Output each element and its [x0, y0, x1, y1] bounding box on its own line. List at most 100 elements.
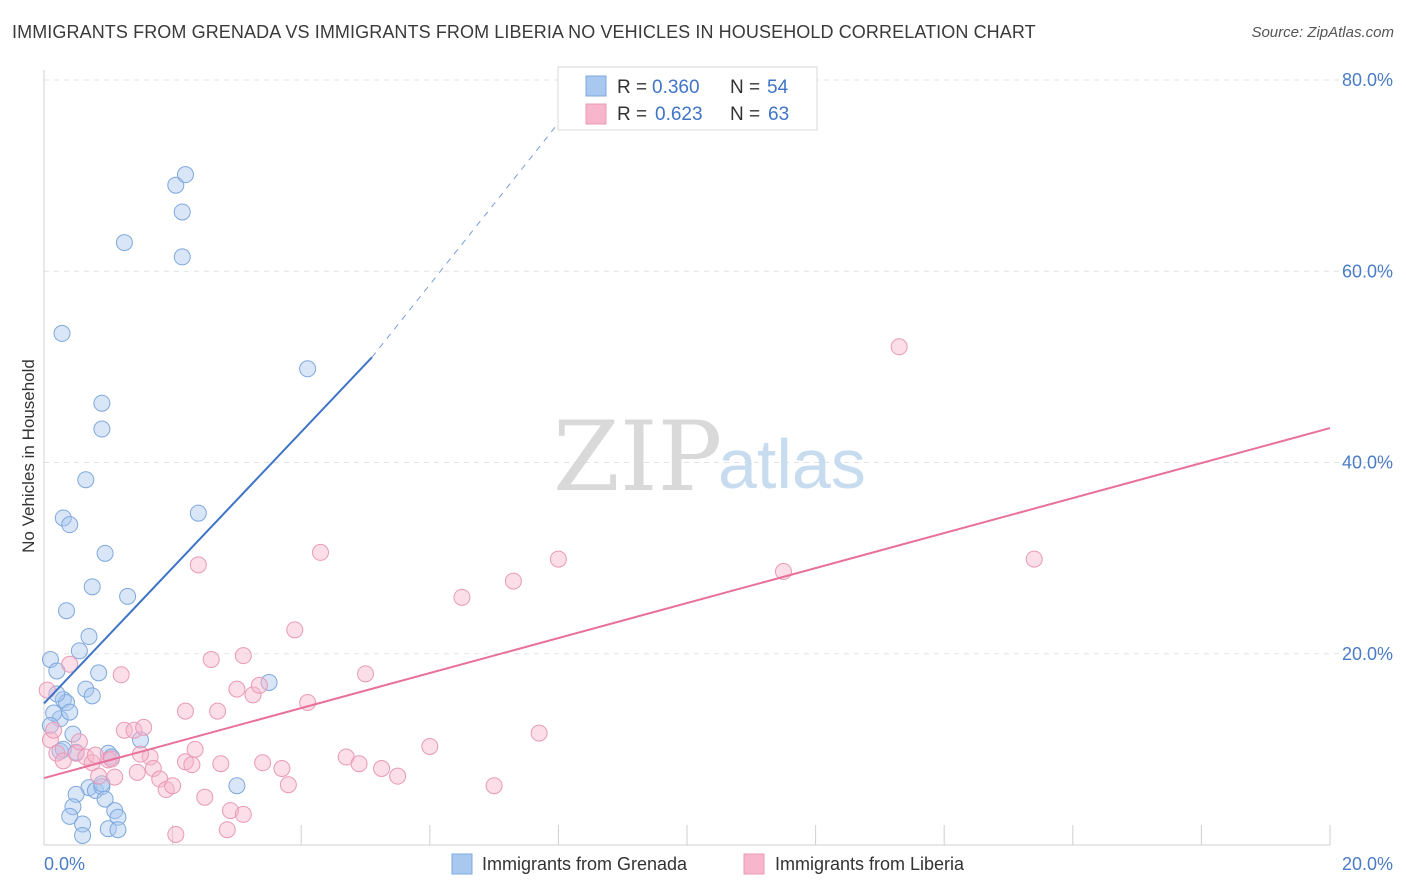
- point-grenada: [109, 821, 127, 839]
- point-liberia: [453, 588, 471, 606]
- legend-n-value-liberia: 63: [768, 104, 789, 125]
- axes: [43, 70, 1330, 846]
- source-label: Source: ZipAtlas.com: [1251, 24, 1394, 41]
- point-liberia: [530, 724, 548, 742]
- point-liberia: [421, 738, 439, 756]
- point-grenada: [260, 673, 278, 691]
- legend-swatch-liberia: [585, 103, 607, 125]
- point-liberia: [115, 721, 133, 739]
- trend-line-grenada-extension: [371, 122, 559, 358]
- point-liberia: [196, 788, 214, 806]
- trend-line-liberia: [43, 427, 1331, 780]
- point-grenada: [64, 798, 82, 816]
- point-liberia: [504, 572, 522, 590]
- point-grenada: [96, 544, 114, 562]
- watermark-zip: ZIP: [553, 401, 722, 513]
- point-liberia: [202, 650, 220, 668]
- point-grenada: [53, 324, 71, 342]
- y-tick-label: 40.0%: [1342, 453, 1393, 473]
- bottom-legend-label-grenada: Immigrants from Grenada: [482, 854, 688, 874]
- point-grenada: [167, 176, 185, 194]
- point-liberia: [112, 666, 130, 684]
- grid-lines: [44, 79, 1392, 845]
- watermark: ZIP atlas: [553, 401, 866, 513]
- point-grenada: [109, 808, 127, 826]
- point-grenada: [176, 166, 194, 184]
- point-grenada: [74, 826, 92, 844]
- point-liberia: [167, 825, 185, 843]
- point-grenada: [58, 694, 76, 712]
- point-grenada: [61, 703, 79, 721]
- point-liberia: [164, 777, 182, 795]
- x-tick-label: 0.0%: [44, 854, 85, 874]
- x-tick-labels: 0.0% 20.0%: [44, 854, 1393, 874]
- point-liberia: [212, 755, 230, 773]
- point-grenada: [189, 504, 207, 522]
- point-grenada: [70, 642, 88, 660]
- data-points: [38, 166, 1043, 844]
- point-liberia: [254, 754, 272, 772]
- point-liberia: [485, 777, 503, 795]
- point-liberia: [250, 676, 268, 694]
- point-liberia: [890, 338, 908, 356]
- point-liberia: [209, 702, 227, 720]
- point-grenada: [299, 360, 317, 378]
- point-liberia: [357, 665, 374, 683]
- stats-legend: R = 0.360 N = 54 R = 0.623 N = 63: [557, 66, 818, 131]
- point-liberia: [228, 680, 246, 698]
- point-liberia: [234, 805, 252, 823]
- trend-line-grenada: [43, 356, 373, 705]
- point-grenada: [115, 234, 133, 252]
- point-grenada: [48, 685, 66, 703]
- point-liberia: [135, 718, 153, 736]
- point-grenada: [93, 394, 111, 412]
- point-liberia: [221, 802, 239, 820]
- point-grenada: [83, 687, 101, 705]
- point-liberia: [86, 746, 104, 764]
- point-liberia: [549, 550, 567, 568]
- bottom-legend-label-liberia: Immigrants from Liberia: [775, 854, 965, 874]
- point-grenada: [93, 420, 111, 438]
- point-grenada: [41, 716, 59, 734]
- point-liberia: [1025, 550, 1043, 568]
- point-liberia: [61, 655, 79, 673]
- point-liberia: [373, 760, 391, 777]
- y-tick-label: 60.0%: [1342, 261, 1393, 281]
- point-grenada: [228, 777, 246, 795]
- bottom-legend-swatch-grenada: [451, 853, 473, 875]
- legend-swatch-grenada: [585, 75, 607, 97]
- point-liberia: [70, 733, 88, 751]
- legend-n-value-grenada: 54: [767, 77, 789, 98]
- point-liberia: [144, 760, 162, 777]
- point-grenada: [80, 628, 98, 646]
- y-tick-label: 20.0%: [1342, 644, 1393, 664]
- point-liberia: [38, 681, 56, 699]
- x-tick-label: 20.0%: [1342, 854, 1393, 874]
- point-liberia: [54, 752, 72, 770]
- y-tick-labels: 20.0% 40.0% 60.0% 80.0%: [1342, 70, 1393, 664]
- bottom-legend-swatch-liberia: [743, 853, 765, 875]
- point-liberia: [350, 755, 368, 773]
- point-liberia: [234, 647, 252, 665]
- point-grenada: [77, 680, 95, 698]
- point-liberia: [128, 763, 146, 781]
- legend-r-value-grenada: 0.360: [652, 77, 700, 98]
- legend-n-label: N =: [730, 77, 760, 98]
- point-liberia: [183, 756, 201, 774]
- point-liberia: [106, 768, 124, 786]
- point-grenada: [58, 602, 76, 620]
- bottom-legend: Immigrants from Grenada Immigrants from …: [451, 853, 965, 875]
- point-liberia: [279, 776, 297, 794]
- legend-r-label: R =: [617, 104, 647, 125]
- point-grenada: [90, 664, 108, 682]
- point-liberia: [311, 543, 329, 561]
- point-liberia: [90, 767, 108, 785]
- point-grenada: [77, 471, 95, 489]
- point-liberia: [186, 740, 204, 758]
- y-tick-label: 80.0%: [1342, 70, 1393, 90]
- trend-lines: [43, 122, 1331, 780]
- point-grenada: [61, 807, 79, 825]
- point-grenada: [61, 516, 79, 534]
- y-axis-label: No Vehicles in Household: [19, 359, 38, 553]
